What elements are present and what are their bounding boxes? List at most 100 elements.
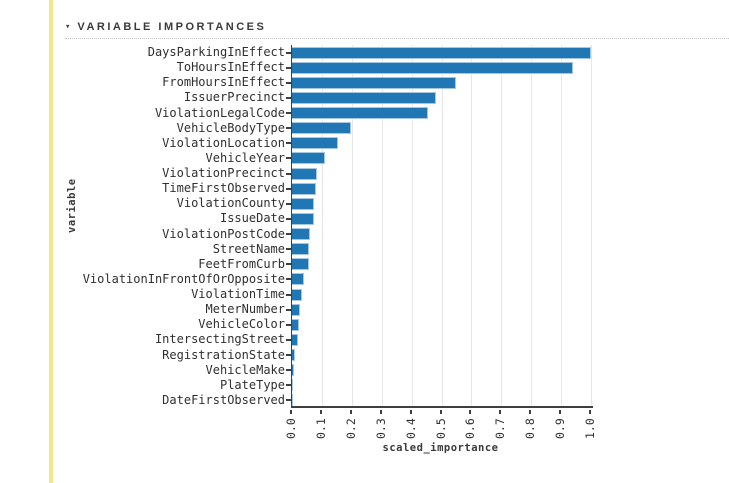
bar-VehicleColor (292, 318, 300, 331)
y-axis-label: ViolationCounty (176, 196, 285, 211)
y-axis-label: DateFirstObserved (162, 392, 285, 407)
bar-DaysParkingInEffect (292, 46, 591, 59)
gridline (471, 45, 473, 406)
bar-VehicleMake (292, 364, 295, 377)
bar-chart-plot-area (291, 45, 593, 408)
gridline (321, 45, 323, 406)
bar-ViolationLegalCode (292, 107, 429, 120)
x-tick-mark (559, 410, 562, 414)
y-tick-mark (286, 51, 291, 54)
y-tick-mark (286, 338, 291, 341)
y-tick-mark (286, 323, 291, 326)
gridline (561, 45, 563, 406)
y-tick-mark (286, 172, 291, 175)
y-tick-mark (286, 263, 291, 266)
bar-StreetName (292, 243, 310, 256)
y-tick-mark (286, 384, 291, 387)
y-axis-label: ViolationInFrontOfOrOpposite (82, 271, 285, 286)
section-title: VARIABLE IMPORTANCES (77, 21, 267, 33)
x-tick-label: 0.8 (523, 418, 538, 439)
x-tick-label: 0.7 (493, 418, 508, 439)
y-axis-label: RegistrationState (162, 347, 285, 362)
bar-ViolationLocation (292, 137, 339, 150)
x-tick-mark (290, 410, 292, 414)
y-tick-mark (286, 217, 291, 220)
y-tick-mark (286, 66, 291, 69)
y-axis-label: ViolationPostCode (162, 226, 285, 241)
y-axis-label: VehicleColor (198, 317, 285, 332)
y-tick-mark (286, 202, 291, 205)
bar-ViolationPostCode (292, 228, 310, 241)
x-tick-label: 0.5 (433, 418, 448, 439)
y-axis-label: ViolationTime (191, 287, 285, 302)
y-axis-title: variable (66, 178, 78, 233)
cell-accent-bar (49, 0, 53, 483)
y-axis-label: ViolationLegalCode (154, 105, 285, 120)
x-tick-label: 0.2 (343, 418, 358, 439)
x-tick-label: 0.4 (403, 418, 418, 439)
bar-DateFirstObserved (292, 394, 293, 407)
y-tick-mark (286, 233, 291, 236)
x-tick-mark (409, 410, 412, 414)
x-tick-label: 0.6 (463, 418, 478, 439)
bar-ViolationPrecinct (292, 167, 318, 180)
bar-ViolationTime (292, 288, 302, 301)
bar-TimeFirstObserved (292, 182, 317, 195)
y-tick-mark (286, 278, 291, 281)
y-tick-mark (286, 248, 291, 251)
bar-FromHoursInEffect (292, 76, 457, 89)
y-axis-label: VehicleBodyType (176, 120, 285, 135)
x-tick-mark (499, 410, 502, 414)
y-axis-label: StreetName (212, 241, 285, 256)
y-axis-label: IntersectingStreet (154, 332, 285, 347)
bar-IntersectingStreet (292, 333, 298, 346)
bar-MeterNumber (292, 303, 300, 316)
y-axis-label: MeterNumber (205, 302, 285, 317)
y-tick-mark (286, 142, 291, 145)
gridline (501, 45, 503, 406)
section-header-variable-importances[interactable]: ▾ VARIABLE IMPORTANCES (65, 21, 729, 39)
x-tick-label: 1.0 (583, 418, 597, 439)
x-axis-title: scaled_importance (382, 442, 499, 454)
x-tick-mark (439, 410, 442, 414)
y-tick-mark (286, 369, 291, 372)
y-tick-mark (286, 354, 291, 357)
y-axis-label: ViolationPrecinct (162, 166, 285, 181)
x-tick-label: 0.3 (373, 418, 388, 439)
gridline (591, 45, 592, 406)
x-tick-label: 0.1 (313, 418, 328, 439)
x-tick-label: 0.0 (284, 418, 298, 439)
y-axis-label: VehicleMake (205, 362, 285, 377)
bar-RegistrationState (292, 349, 296, 362)
x-tick-mark (379, 410, 382, 414)
y-tick-mark (286, 112, 291, 115)
gridline (441, 45, 443, 406)
x-tick-label: 0.9 (553, 418, 568, 439)
y-tick-mark (286, 96, 291, 99)
gridline (531, 45, 533, 406)
y-axis-label: ViolationLocation (162, 135, 285, 150)
y-axis-label: IssueDate (219, 211, 285, 226)
y-axis-label: PlateType (219, 377, 285, 392)
x-tick-mark (469, 410, 472, 414)
y-axis-label: IssuerPrecinct (183, 90, 285, 105)
y-axis-labels: DaysParkingInEffect ToHoursInEffect FromHo… (80, 45, 285, 408)
y-axis-label: DaysParkingInEffect (147, 45, 285, 60)
bar-ViolationCounty (292, 197, 315, 210)
bar-PlateType (292, 379, 294, 392)
y-tick-mark (286, 157, 291, 160)
y-axis-label: TimeFirstObserved (162, 181, 285, 196)
x-tick-mark (529, 410, 532, 414)
y-tick-mark (286, 308, 291, 311)
x-tick-mark (349, 410, 352, 414)
bar-VehicleBodyType (292, 122, 351, 135)
y-axis-label: FeetFromCurb (198, 256, 285, 271)
y-tick-mark (286, 399, 291, 402)
collapse-caret-icon[interactable]: ▾ (65, 22, 71, 32)
gridline (381, 45, 383, 406)
y-axis-label: FromHoursInEffect (162, 75, 285, 90)
bar-IssuerPrecinct (292, 91, 436, 104)
y-axis-label: VehicleYear (205, 150, 285, 165)
gridline (351, 45, 353, 406)
